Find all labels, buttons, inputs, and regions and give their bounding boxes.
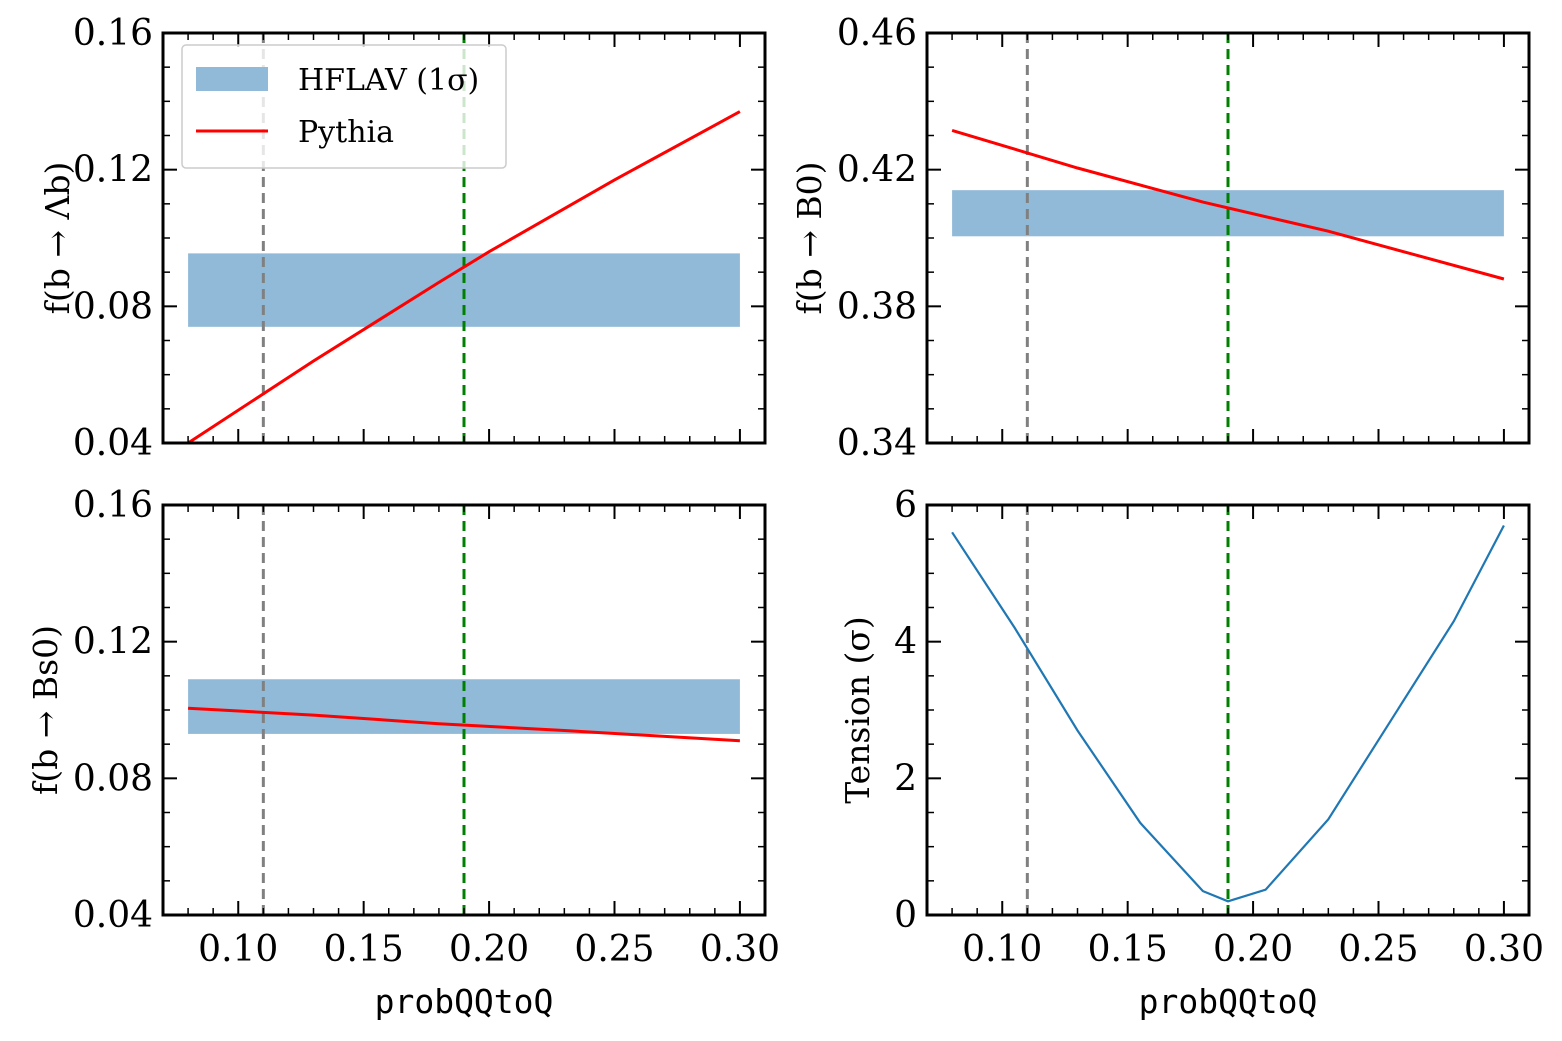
x-tick-label: 0.25 <box>574 929 654 970</box>
y-axis-label-text: Tension (σ) <box>838 616 877 804</box>
x-tick-label: 0.20 <box>1213 929 1293 970</box>
y-axis-label: f(b → Λb) <box>38 162 77 315</box>
tension-line <box>951 524 1505 903</box>
y-axis-label-text: f(b → B0) <box>790 162 829 315</box>
ticks-layer: 0.04 0.08 0.12 0.16 <box>73 13 766 464</box>
y-tick-label: 0 <box>894 895 917 936</box>
vertical-lines-layer <box>1025 505 1230 915</box>
panel-bs0: 0.04 0.08 0.12 0.16 0.10 0.15 0.20 0.25 0.30 f(b… <box>26 485 780 1021</box>
vertical-lines-layer <box>261 505 466 915</box>
axes-frame <box>925 503 1531 917</box>
vertical-lines-layer <box>1025 33 1230 443</box>
y-axis-label-text: f(b → Λb) <box>38 162 77 315</box>
y-axis-label: f(b → Bs0) <box>26 625 65 795</box>
pythia-series-layer <box>951 128 1505 281</box>
y-tick-label: 0.12 <box>73 150 153 191</box>
axes-frame <box>925 31 1531 445</box>
ticks-layer: 0 2 4 6 0.10 0.15 0.20 0.25 0.30 <box>894 485 1544 970</box>
pythia-series-layer <box>188 706 740 743</box>
y-tick-label: 0.16 <box>73 485 153 526</box>
legend-line-label: Pythia <box>298 115 394 150</box>
pythia-line <box>188 706 740 743</box>
pythia-line <box>951 128 1505 281</box>
y-tick-label: 0.38 <box>837 286 917 327</box>
y-axis-label: f(b → B0) <box>790 162 829 315</box>
y-tick-label: 0.46 <box>837 13 917 54</box>
tension-series-layer <box>951 524 1505 903</box>
y-tick-label: 0.12 <box>73 622 153 663</box>
legend-band-label: HFLAV (1σ) <box>298 63 479 98</box>
legend-band-swatch <box>196 67 268 91</box>
x-tick-label: 0.10 <box>198 929 278 970</box>
y-tick-label: 2 <box>894 758 917 799</box>
axes-frame <box>161 503 767 917</box>
panel-b0: 0.34 0.38 0.42 0.46 f(b → B0) <box>790 13 1531 464</box>
y-tick-label: 0.42 <box>837 150 917 191</box>
pythia-line <box>187 110 741 445</box>
pythia-series-layer <box>187 110 741 445</box>
axes-frame <box>161 31 767 445</box>
y-tick-label: 0.08 <box>73 758 153 799</box>
y-tick-label: 0.16 <box>73 13 153 54</box>
panel-lambda-b: 0.04 0.08 0.12 0.16 f(b → Λb) HFLAV (1σ) Py… <box>38 13 767 464</box>
y-tick-label: 6 <box>894 485 917 526</box>
ticks-layer: 0.34 0.38 0.42 0.46 <box>837 13 1530 464</box>
y-tick-label: 0.04 <box>73 895 153 936</box>
y-tick-label: 0.08 <box>73 286 153 327</box>
x-tick-label: 0.15 <box>324 929 404 970</box>
x-tick-label: 0.25 <box>1338 929 1418 970</box>
legend: HFLAV (1σ) Pythia <box>181 44 507 169</box>
x-axis-label: probQQtoQ <box>375 982 554 1021</box>
y-tick-label: 0.04 <box>73 423 153 464</box>
panel-tension: 0 2 4 6 0.10 0.15 0.20 0.25 0.30 Tension (σ) pro… <box>838 485 1544 1021</box>
y-tick-label: 4 <box>894 622 917 663</box>
y-tick-label: 0.34 <box>837 423 917 464</box>
ticks-layer: 0.04 0.08 0.12 0.16 0.10 0.15 0.20 0.25 0.30 <box>73 485 780 970</box>
x-tick-label: 0.30 <box>1464 929 1544 970</box>
y-axis-label: Tension (σ) <box>838 616 877 804</box>
x-tick-label: 0.15 <box>1088 929 1168 970</box>
x-axis-label: probQQtoQ <box>1139 982 1318 1021</box>
x-tick-label: 0.20 <box>449 929 529 970</box>
x-tick-label: 0.10 <box>962 929 1042 970</box>
x-tick-label: 0.30 <box>700 929 780 970</box>
y-axis-label-text: f(b → Bs0) <box>26 625 65 795</box>
